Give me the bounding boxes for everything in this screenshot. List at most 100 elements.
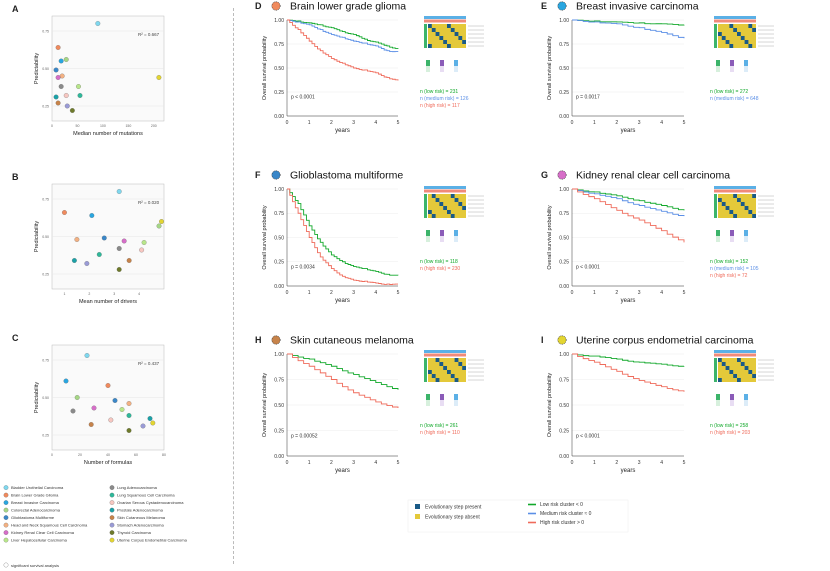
r-squared-label: R² = 0.020 [138, 200, 160, 205]
survival-curve-low [287, 19, 399, 49]
y-tick-label: 0.50 [559, 66, 569, 72]
panel-letter: C [12, 333, 19, 343]
heatmap-cell [752, 374, 756, 378]
scatter-point [55, 100, 61, 106]
survival-curve-medium [287, 19, 399, 53]
scatter-point [84, 353, 90, 358]
heatmap-cell [428, 370, 432, 374]
legend-swatch [109, 537, 115, 543]
y-axis-label: Predictability [34, 53, 40, 84]
heatmap-cell [748, 44, 753, 48]
x-tick-label: 150 [125, 124, 131, 128]
y-tick-label: 0.50 [42, 67, 49, 71]
scatter-point [74, 237, 80, 242]
r-squared-label: R² = 0.667 [138, 32, 160, 37]
step-label: Evolutionary step absent [425, 515, 480, 521]
y-tick-label: 0.50 [274, 66, 284, 72]
y-tick-label: 0.75 [559, 42, 569, 48]
sample-count-high: n (high risk) = 72 [710, 273, 748, 279]
heatmap-cell [447, 370, 451, 374]
color-scale [716, 236, 720, 242]
x-tick-label: 2 [615, 290, 618, 296]
y-tick-label: 0.50 [274, 235, 284, 241]
x-tick-label: 80 [162, 453, 166, 457]
scatter-point [116, 246, 122, 251]
cluster-bar [424, 24, 427, 48]
x-tick-label: 4 [374, 290, 377, 296]
legend-box [407, 499, 629, 533]
scatter-point [101, 235, 107, 241]
sample-count-medium: n (medium risk) = 126 [420, 96, 469, 102]
heatmap-cell [462, 206, 466, 210]
scatter-point [70, 408, 76, 414]
x-tick-label: 3 [352, 120, 355, 126]
scatter-point [140, 423, 146, 429]
x-tick-label: 0 [571, 290, 574, 296]
x-tick-label: 100 [100, 124, 106, 128]
sample-count-low: n (low risk) = 258 [710, 423, 748, 429]
heatmap-cell [454, 198, 459, 202]
km-panel-h: H Skin cutaneous melanoma 0.00 0.25 0.50 0.75… [255, 335, 484, 474]
p-value-label: p = 0.0017 [576, 95, 600, 101]
scatter-point [112, 398, 118, 403]
heatmap-cell [447, 210, 451, 214]
survival-curve-high [287, 19, 399, 81]
legend-swatch [109, 492, 115, 498]
color-scale [426, 236, 430, 242]
legend-swatch [109, 507, 115, 513]
scatter-point [126, 401, 132, 406]
legend-label: Thyroid Carcinoma [117, 530, 152, 535]
cancer-type-icon [557, 170, 567, 180]
heatmap-cell [721, 202, 726, 206]
color-scale [454, 66, 458, 72]
x-tick-label: 0 [571, 120, 574, 126]
sample-count-low: n (low risk) = 152 [710, 259, 748, 265]
y-tick-label: 0.25 [42, 273, 49, 277]
legend-swatch [109, 515, 115, 520]
cancer-type-icon [271, 1, 281, 11]
scatter-point [76, 84, 81, 89]
heatmap-cell [718, 378, 722, 382]
x-tick-label: 1 [308, 120, 311, 126]
y-tick-label: 0.25 [559, 90, 569, 96]
cluster-bar [424, 16, 466, 19]
step-label: Evolutionary step present [425, 505, 482, 511]
x-axis-label: years [621, 298, 636, 304]
y-tick-label: 0.25 [559, 428, 569, 434]
heatmap-cell [737, 32, 741, 36]
heatmap-cell [718, 198, 722, 202]
legend-swatch [3, 537, 9, 543]
heatmap-cell [450, 374, 455, 378]
panel-letter: E [541, 1, 547, 11]
x-axis-label: years [621, 128, 636, 134]
legend-label: Stomach Adenocarcinoma [117, 523, 164, 528]
x-tick-label: 1 [63, 292, 65, 296]
heatmap-cell [733, 194, 737, 198]
color-scale [744, 400, 748, 406]
x-axis-label: years [335, 298, 350, 304]
legend-swatch [3, 522, 9, 528]
cluster-bar [714, 358, 717, 382]
heatmap-cell [435, 32, 440, 36]
survival-curve-low [572, 19, 685, 26]
scatter-panel-c: C 0.25 0.50 0.75 0 20 40 60 80 Predictability Numb… [12, 333, 166, 466]
sample-count-high: n (high risk) = 230 [420, 266, 460, 272]
heatmap-cell [435, 378, 440, 382]
heatmap-cell [443, 40, 447, 44]
heatmap-cell [428, 210, 432, 214]
heatmap-cell [748, 370, 753, 374]
heatmap-cell [752, 214, 756, 218]
heatmap-cell [454, 378, 459, 382]
scatter-point [126, 258, 132, 263]
x-axis-label: Median number of mutations [73, 131, 143, 137]
heatmap-cell [733, 214, 737, 218]
heatmap-cell [431, 194, 436, 198]
x-tick-label: 2 [330, 290, 333, 296]
heatmap-cell [748, 24, 753, 28]
y-tick-label: 0.25 [274, 90, 284, 96]
y-tick-label: 1.00 [559, 187, 569, 193]
scatter-point [63, 57, 69, 62]
color-scale [730, 236, 734, 242]
heatmap-cell [721, 362, 726, 366]
bottom-legend: Evolutionary step present Evolutionary st… [407, 499, 629, 533]
